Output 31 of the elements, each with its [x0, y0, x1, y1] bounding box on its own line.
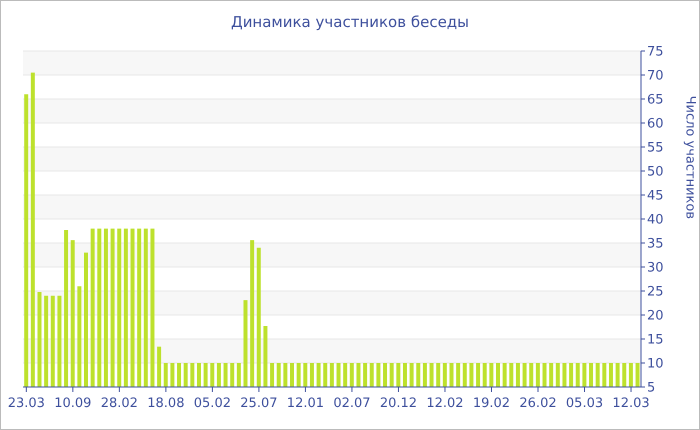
- y-tick-label: 40: [647, 212, 664, 228]
- x-tick-label: 05.03: [566, 396, 604, 411]
- y-tick-label: 5: [647, 380, 656, 396]
- y-tick-label: 55: [647, 140, 664, 156]
- y-tick-label: 20: [647, 308, 664, 324]
- y-tick-label: 15: [647, 332, 664, 348]
- y-axis-title: Число участников: [682, 96, 698, 219]
- y-tick-label: 45: [647, 188, 664, 204]
- y-tick-label: 30: [647, 260, 664, 276]
- y-tick-label: 50: [647, 164, 664, 180]
- x-tick-label: 28.02: [100, 396, 138, 411]
- y-tick-label: 60: [647, 116, 664, 132]
- x-tick-label: 26.02: [519, 396, 557, 411]
- x-tick-label: 19.02: [472, 396, 510, 411]
- x-tick-label: 10.09: [54, 396, 92, 411]
- y-tick-label: 65: [647, 92, 664, 108]
- x-tick-label: 18.08: [147, 396, 184, 411]
- x-tick-label: 12.01: [286, 396, 324, 411]
- y-tick-label: 10: [647, 356, 664, 372]
- x-tick-label: 20.12: [380, 396, 418, 411]
- y-tick-label: 70: [647, 68, 664, 84]
- x-tick-label: 23.03: [8, 396, 45, 411]
- x-tick-label: 02.07: [333, 396, 371, 411]
- x-tick-label: 05.02: [194, 396, 231, 411]
- x-tick-label: 25.07: [240, 396, 278, 411]
- x-tick-label: 12.03: [612, 396, 650, 411]
- y-tick-label: 75: [647, 44, 664, 60]
- y-tick-label: 35: [647, 236, 664, 252]
- x-tick-label: 12.02: [426, 396, 464, 411]
- chart-title: Динамика участников беседы: [230, 13, 470, 31]
- y-tick-label: 25: [647, 284, 664, 300]
